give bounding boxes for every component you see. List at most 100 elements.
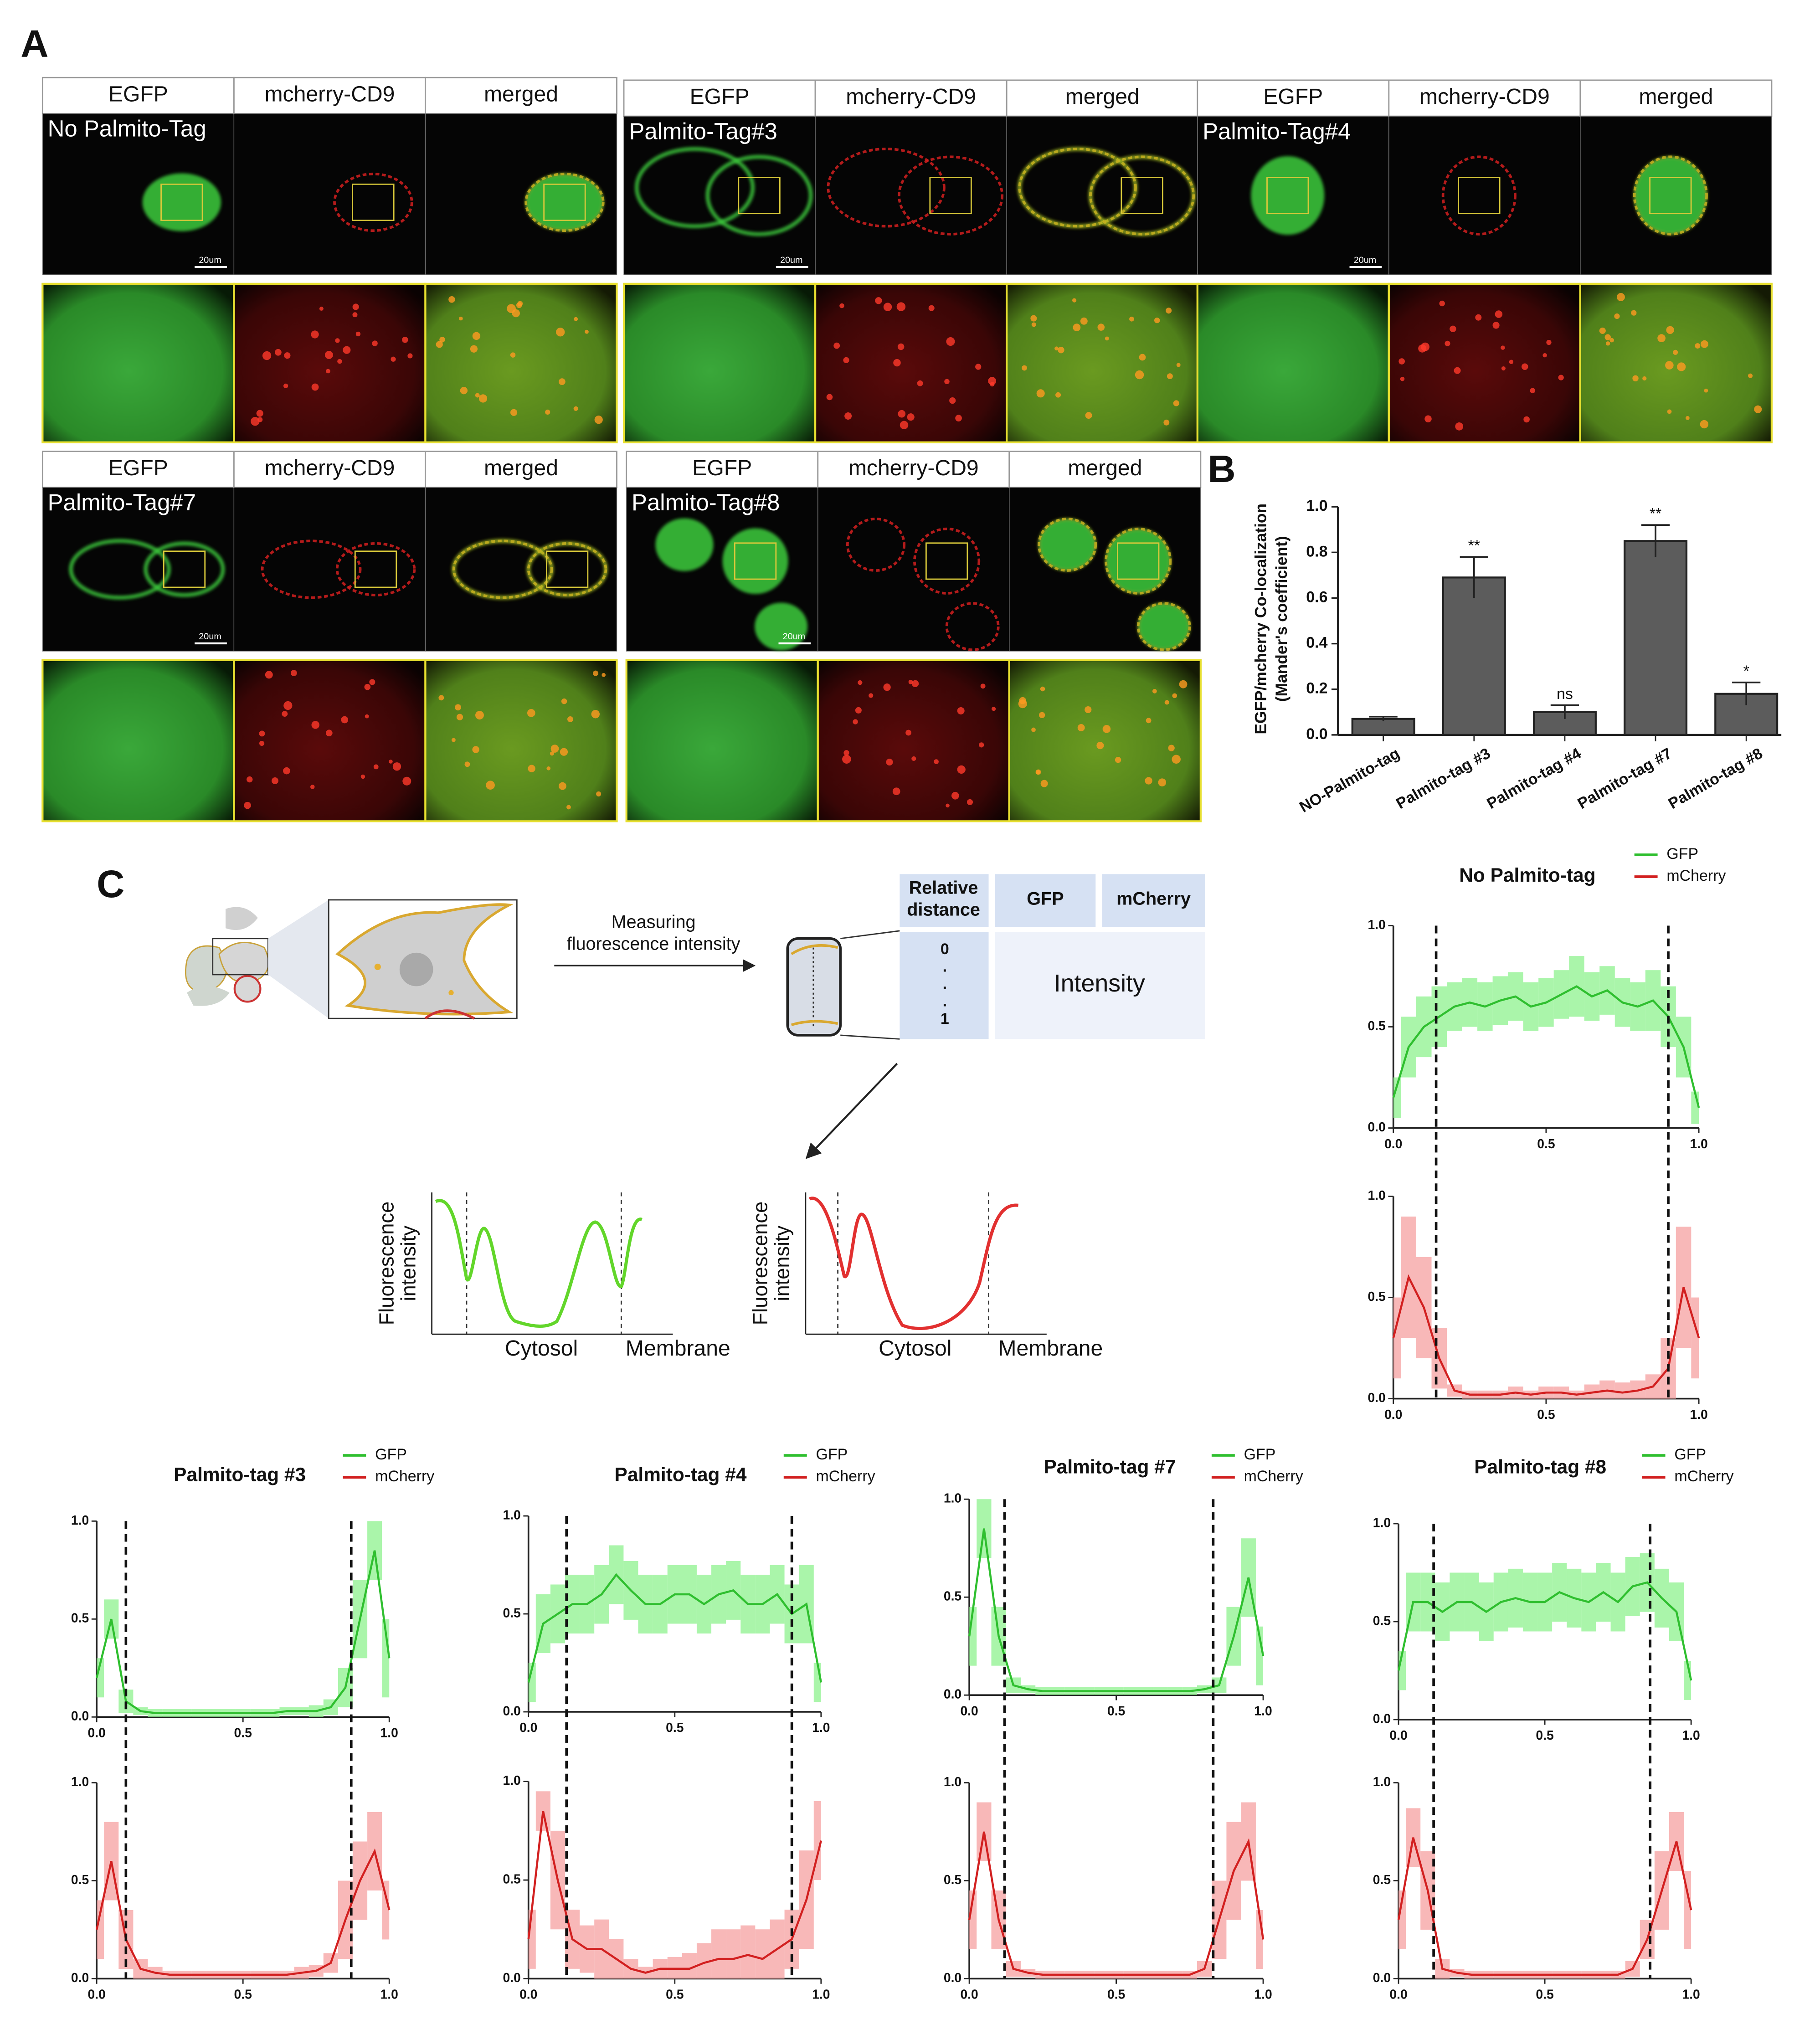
panel-label: C [97,862,124,905]
punctum [391,356,396,362]
chart-title: Palmito-tag #3 [174,1464,306,1485]
chart-title: Palmito-tag #4 [615,1464,747,1485]
punctum [1605,341,1610,346]
punctum [251,417,260,426]
punctum [592,670,599,676]
punctum [1168,745,1175,751]
punctum [907,413,915,421]
punctum [1031,727,1036,732]
y-tick-label: 1.0 [1373,1774,1391,1789]
punctum [574,317,578,321]
punctum [475,393,480,398]
channel-header: merged [484,456,558,480]
chart-title: Palmito-tag #8 [1474,1456,1606,1478]
punctum [1398,358,1405,365]
legend-label: GFP [1244,1446,1276,1463]
zoom-box [1121,177,1163,215]
punctum [875,297,882,304]
sketch-x-label: Cytosol [505,1336,578,1361]
punctum [833,342,840,349]
sketch-x-label: Membrane [998,1336,1103,1361]
y-tick-label: 1.0 [944,1491,961,1505]
punctum [460,386,468,395]
punctum [594,416,603,424]
y-tick-label: 0.0 [503,1703,520,1718]
y-tick-label: 0.0 [1306,725,1327,743]
punctum [352,303,359,310]
punctum [244,801,251,809]
punctum [527,709,535,717]
legend-label: mCherry [1244,1468,1303,1485]
punctum [372,340,378,346]
x-tick-label: 0.5 [1536,1987,1553,2002]
zoom-box [160,183,203,221]
punctum [1115,757,1121,763]
punctum [283,383,288,389]
punctum [262,351,272,360]
punctum [946,803,950,808]
cell-signal [635,147,755,228]
y-tick-label: 0.0 [71,1970,89,1985]
scale-bar-label: 20um [783,632,806,642]
significance-label: ns [1557,685,1573,703]
punctum [310,785,315,789]
punctum [326,369,330,374]
y-tick-label: 0.5 [1368,1289,1385,1304]
y-tick-label: 0.0 [1368,1390,1385,1405]
y-tick-label: 0.5 [71,1611,89,1625]
punctum [1445,340,1450,346]
cell-membrane [913,527,981,595]
cell-membrane [524,172,605,232]
y-tick-label: 0.0 [1373,1970,1391,1985]
punctum [556,328,565,337]
punctum [1058,347,1064,354]
punctum [486,781,495,790]
punctum [1686,416,1690,420]
punctum [826,394,833,401]
zoom-box [545,550,589,588]
channel-header: merged [1065,84,1140,109]
punctum [1439,300,1445,307]
punctum [451,738,456,742]
cell-membrane [1038,518,1097,572]
distance-label: 0 [941,940,949,958]
x-tick-label: 0.0 [960,1703,978,1718]
y-tick-label: 0.5 [944,1589,961,1603]
y-tick-label: 0.5 [1373,1872,1391,1887]
channel-header-box [425,77,617,114]
x-tick-label: 1.0 [380,1987,398,2002]
x-tick-label: 0.5 [234,1725,252,1740]
bar [1442,576,1506,736]
series-line [1392,985,1700,1108]
punctum [558,782,566,790]
punctum [957,765,966,774]
y-tick-label: 0.2 [1306,680,1327,697]
punctum [844,412,852,420]
y-tick-label: 0.4 [1306,634,1327,652]
punctum [1657,334,1666,343]
punctum [911,756,916,761]
punctum [1558,375,1564,380]
zoom-image [41,659,235,822]
zoom-image [1006,283,1199,443]
punctum [975,364,982,370]
y-tick-label: 0.5 [1368,1018,1385,1033]
punctum [1085,706,1092,714]
punctum [951,791,959,800]
punctum [402,776,411,786]
punctum [1454,367,1461,374]
channel-header-box [1388,79,1581,117]
cell-membrane [1018,147,1137,228]
zoom-image [625,659,819,822]
cell-signal [655,518,714,571]
punctum [478,394,488,403]
punctum [1475,314,1482,321]
punctum [1036,389,1045,398]
zoom-box [163,550,206,588]
y-tick-label: 0.5 [503,1872,520,1886]
series-line [95,1848,391,1976]
zoom-image [622,283,817,443]
y-tick-label: 1.0 [1368,1188,1385,1202]
punctum [892,787,900,796]
arrow-label: fluorescence intensity [567,934,740,954]
